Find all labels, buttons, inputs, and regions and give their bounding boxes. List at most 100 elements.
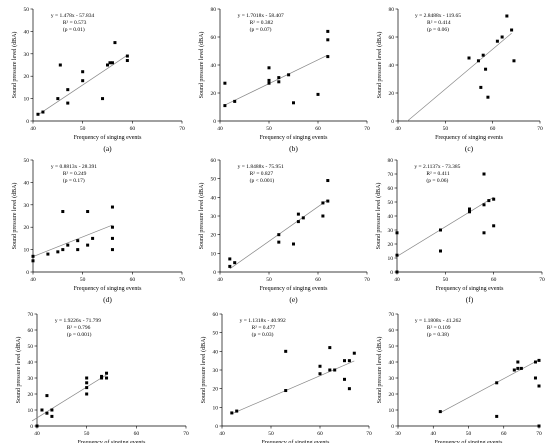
data-point <box>228 264 232 268</box>
x-axis-label: Frequency of singing events <box>262 439 330 443</box>
r-squared: R² = 0.382 <box>250 20 274 26</box>
data-point <box>277 233 281 237</box>
data-point <box>50 414 54 418</box>
data-point <box>316 92 320 96</box>
x-tick-label: 40 <box>394 277 400 283</box>
data-point <box>110 225 114 229</box>
data-point <box>233 261 237 265</box>
data-point <box>230 411 234 415</box>
data-point <box>328 346 332 350</box>
p-value: (p = 0.38) <box>427 331 449 338</box>
x-tick-label: 40 <box>34 431 40 437</box>
y-tick-label: 10 <box>388 256 394 262</box>
y-tick-label: 10 <box>211 251 217 257</box>
data-point <box>439 249 442 253</box>
y-tick-label: 20 <box>213 387 219 393</box>
panel-letter: (b) <box>289 144 298 153</box>
y-axis-label: Sound pressure level (dBA) <box>376 337 383 404</box>
data-point <box>35 424 39 428</box>
y-tick-label: 50 <box>389 344 395 350</box>
data-point <box>292 101 295 105</box>
x-tick-label: 70 <box>537 126 543 132</box>
x-tick-label: 60 <box>490 126 496 132</box>
regression-equation: y = 1.1318x - 40.992 <box>240 318 286 324</box>
x-tick-label: 70 <box>179 126 185 132</box>
data-point <box>85 386 89 390</box>
data-point <box>495 381 499 385</box>
x-tick-label: 60 <box>315 126 321 132</box>
data-point <box>476 59 480 63</box>
x-tick-label: 70 <box>364 126 370 132</box>
r-squared: R² = 0.796 <box>67 325 91 331</box>
p-value: (p = 0.01) <box>63 26 85 33</box>
panel-letter: (d) <box>103 295 112 304</box>
y-tick-label: 0 <box>213 119 216 125</box>
y-tick-label: 10 <box>24 248 30 254</box>
data-point <box>110 61 114 65</box>
data-point <box>321 201 325 205</box>
y-tick-label: 40 <box>388 214 394 220</box>
x-axis-label: Frequency of singing events <box>74 134 142 141</box>
y-tick-label: 30 <box>24 203 30 209</box>
y-axis-label: Sound pressure level (dBA) <box>11 183 18 250</box>
panel-e: 0 10 20 30 40 50 60 40 50 60 70 Frequency of singin… <box>198 158 370 304</box>
regression-equation: y = 1.1808x - 41.262 <box>415 318 461 324</box>
y-tick-label: 10 <box>24 97 30 103</box>
data-point <box>326 199 330 203</box>
data-point <box>326 29 330 33</box>
data-point <box>108 61 112 65</box>
data-point <box>395 253 399 257</box>
panel-f: 0 10 20 30 40 50 60 70 80 40 50 60 70 Frequency of si… <box>375 158 545 304</box>
y-tick-label: 40 <box>28 360 34 366</box>
data-point <box>31 254 35 258</box>
x-axis-label: Frequency of singing events <box>74 285 142 292</box>
trendline <box>37 54 128 116</box>
y-tick-label: 0 <box>26 270 29 276</box>
x-tick-label: 60 <box>130 277 136 283</box>
x-axis-label: Frequency of singing events <box>260 285 328 292</box>
data-point <box>343 359 346 363</box>
data-point <box>41 110 45 114</box>
y-axis-label: Sound pressure level (dBA) <box>15 337 22 404</box>
regression-equation: y = 1.478x - 57.834 <box>51 13 95 19</box>
data-point <box>533 376 537 380</box>
data-point <box>347 359 351 363</box>
x-tick-label: 50 <box>443 277 449 283</box>
x-tick-label: 60 <box>315 277 321 283</box>
data-point <box>110 205 114 209</box>
x-tick-label: 40 <box>30 277 36 283</box>
y-tick-label: 0 <box>26 119 29 125</box>
data-point <box>86 210 90 214</box>
data-point <box>343 377 346 381</box>
trendline <box>440 359 540 413</box>
y-axis-label: Sound pressure level (dBA) <box>198 32 205 99</box>
y-tick-label: 20 <box>28 392 34 398</box>
p-value: (p = 0.06) <box>427 26 449 33</box>
data-point <box>40 408 44 412</box>
data-point <box>66 243 70 247</box>
data-point <box>284 349 288 353</box>
data-point <box>58 63 62 67</box>
data-point <box>105 376 109 380</box>
y-axis-label: Sound pressure level (dBA) <box>198 183 205 250</box>
trendline <box>31 374 107 422</box>
y-axis-label: Sound pressure level (dBA) <box>200 337 207 404</box>
data-point <box>76 248 80 252</box>
data-point <box>223 104 227 108</box>
data-point <box>267 78 271 82</box>
data-point <box>318 364 322 368</box>
data-point <box>45 394 49 398</box>
y-tick-label: 80 <box>388 158 394 164</box>
p-value: (p < 0.001) <box>250 177 275 184</box>
data-point <box>85 381 89 385</box>
x-tick-label: 40 <box>219 431 225 437</box>
data-point <box>105 371 109 375</box>
panel-a: 0 10 20 30 40 50 40 50 60 70 Frequency of singing … <box>11 7 185 153</box>
data-point <box>235 409 239 413</box>
data-point <box>492 197 496 201</box>
data-point <box>318 372 322 376</box>
r-squared: R² = 0.573 <box>63 20 87 26</box>
x-tick-label: 30 <box>395 431 401 437</box>
r-squared: R² = 0.414 <box>427 20 451 26</box>
